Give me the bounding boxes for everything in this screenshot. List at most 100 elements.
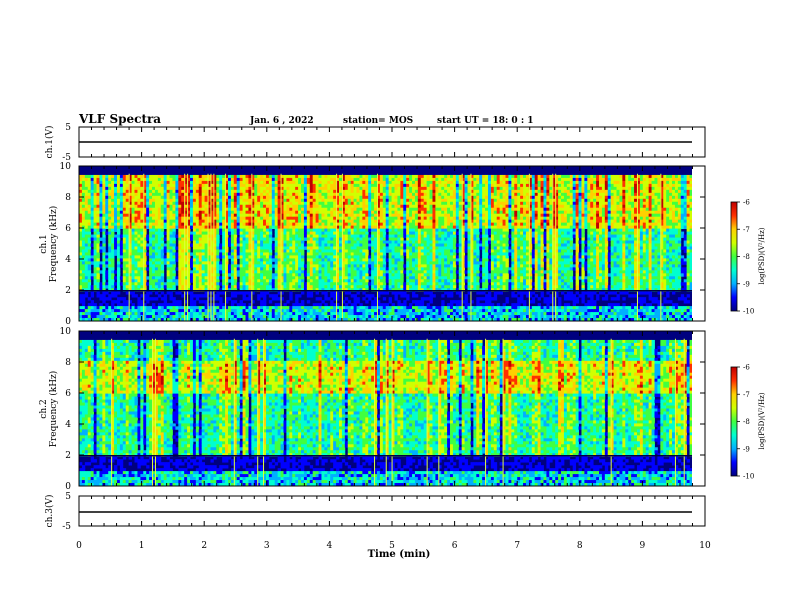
spectrogram-cell <box>108 228 112 232</box>
spectrogram-cell <box>254 285 258 289</box>
spectrogram-cell <box>111 180 115 185</box>
spectrogram-cell <box>376 306 381 310</box>
spectrogram-cell <box>394 186 398 191</box>
spectrogram-cell <box>257 201 261 206</box>
spectrogram-cell <box>96 261 100 265</box>
spectrogram-cell <box>160 192 165 197</box>
spectrogram-cell <box>225 216 229 221</box>
spectrogram-cell <box>230 270 235 274</box>
spectrogram-cell <box>184 189 188 194</box>
spectrogram-cell <box>301 198 305 203</box>
spectrogram-cell <box>149 285 153 289</box>
spectrogram-cell <box>301 255 305 259</box>
spectrogram-cell <box>236 183 241 188</box>
spectrogram-cell <box>391 279 395 283</box>
spectrogram-cell <box>175 207 179 212</box>
spectrogram-cell <box>347 222 352 227</box>
spectrogram-cell <box>274 309 279 313</box>
spectrogram-cell <box>376 312 381 316</box>
spectrogram-cell <box>318 186 322 191</box>
spectrogram-cell <box>201 285 206 289</box>
spectrogram-cell <box>90 201 95 206</box>
spectrogram-cell <box>157 258 162 262</box>
spectrogram-cell <box>362 222 366 227</box>
spectrogram-cell <box>131 237 135 241</box>
spectrogram-cell <box>318 312 322 316</box>
spectrogram-cell <box>108 189 112 194</box>
spectrogram-cell <box>108 210 112 215</box>
spectrogram-cell <box>324 219 328 224</box>
spectrogram-cell <box>248 273 252 277</box>
spectrogram-cell <box>312 252 317 256</box>
spectrogram-cell <box>356 297 360 301</box>
spectrogram-cell <box>379 240 384 244</box>
spectrogram-cell <box>344 231 349 235</box>
spectrogram-cell <box>268 309 273 313</box>
spectrogram-cell <box>93 201 97 206</box>
spectrogram-cell <box>134 306 138 310</box>
spectrogram-cell <box>365 195 369 200</box>
spectrogram-cell <box>312 213 317 218</box>
spectrogram-cell <box>192 279 197 283</box>
spectrogram-cell <box>201 282 206 286</box>
spectrogram-cell <box>271 198 276 203</box>
spectrogram-cell <box>376 186 381 191</box>
spectrogram-cell <box>274 318 279 322</box>
spectrogram-cell <box>207 210 211 215</box>
spectrogram-cell <box>397 222 401 227</box>
sferic-line <box>376 173 378 321</box>
spectrogram-cell <box>233 222 238 227</box>
spectrogram-cell <box>379 213 384 218</box>
spectrogram-cell <box>257 246 261 250</box>
spectrogram-cell <box>382 207 387 212</box>
spectrogram-cell <box>312 192 317 197</box>
spectrogram-cell <box>280 252 284 256</box>
spectrogram-cell <box>368 177 372 182</box>
spectrogram-cell <box>131 318 135 322</box>
spectrogram-cell <box>207 213 211 218</box>
spectrogram-cell <box>315 222 319 227</box>
spectrogram-cell <box>149 258 153 262</box>
spectrogram-cell <box>201 192 206 197</box>
spectrogram-cell <box>81 267 86 271</box>
spectrogram-cell <box>134 180 138 185</box>
spectrogram-cell <box>154 192 159 197</box>
spectrogram-cell <box>301 174 305 179</box>
spectrogram-cell <box>207 183 211 188</box>
spectrogram-cell <box>286 252 290 256</box>
spectrogram-cell <box>81 285 86 289</box>
spectrogram-cell <box>394 213 398 218</box>
spectrogram-cell <box>163 213 168 218</box>
spectrogram-cell <box>248 267 252 271</box>
spectrogram-cell <box>318 225 322 229</box>
spectrogram-cell <box>105 183 109 188</box>
spectrogram-cell <box>172 204 176 209</box>
spectrogram-cell <box>99 288 103 292</box>
spectrogram-cell <box>160 318 165 322</box>
spectrogram-cell <box>131 270 135 274</box>
spectrogram-cell <box>178 186 182 191</box>
spectrogram-cell <box>116 255 121 259</box>
spectrogram-cell <box>239 246 243 250</box>
spectrogram-cell <box>166 231 170 235</box>
spectrogram-cell <box>330 258 334 262</box>
spectrogram-cell <box>143 294 147 298</box>
spectrogram-cell <box>178 207 182 212</box>
spectrogram-cell <box>184 198 188 203</box>
spectrogram-cell <box>263 240 267 244</box>
spectrogram-cell <box>87 243 92 247</box>
spectrogram-cell <box>298 195 302 200</box>
spectrogram-cell <box>254 270 258 274</box>
spectrogram-cell <box>125 174 130 179</box>
spectrogram-cell <box>239 300 243 304</box>
spectrogram-cell <box>143 273 147 277</box>
spectrogram-cell <box>251 222 255 227</box>
spectrogram-cell <box>181 270 185 274</box>
spectrogram-cell <box>286 186 290 191</box>
spectrogram-cell <box>184 183 188 188</box>
spectrogram-cell <box>160 219 165 224</box>
spectrogram-cell <box>233 318 238 322</box>
spectrogram-cell <box>368 183 372 188</box>
spectrogram-cell <box>309 243 314 247</box>
spectrogram-cell <box>257 279 261 283</box>
